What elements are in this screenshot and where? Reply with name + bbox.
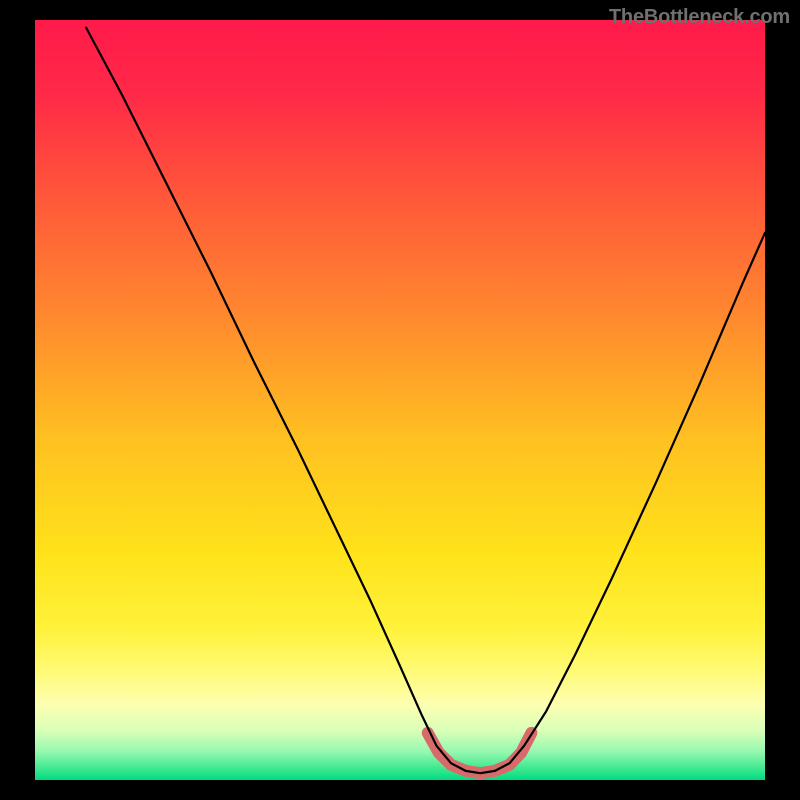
chart-svg <box>0 0 800 800</box>
bottleneck-chart: TheBottleneck.com <box>0 0 800 800</box>
watermark-text: TheBottleneck.com <box>609 6 790 29</box>
